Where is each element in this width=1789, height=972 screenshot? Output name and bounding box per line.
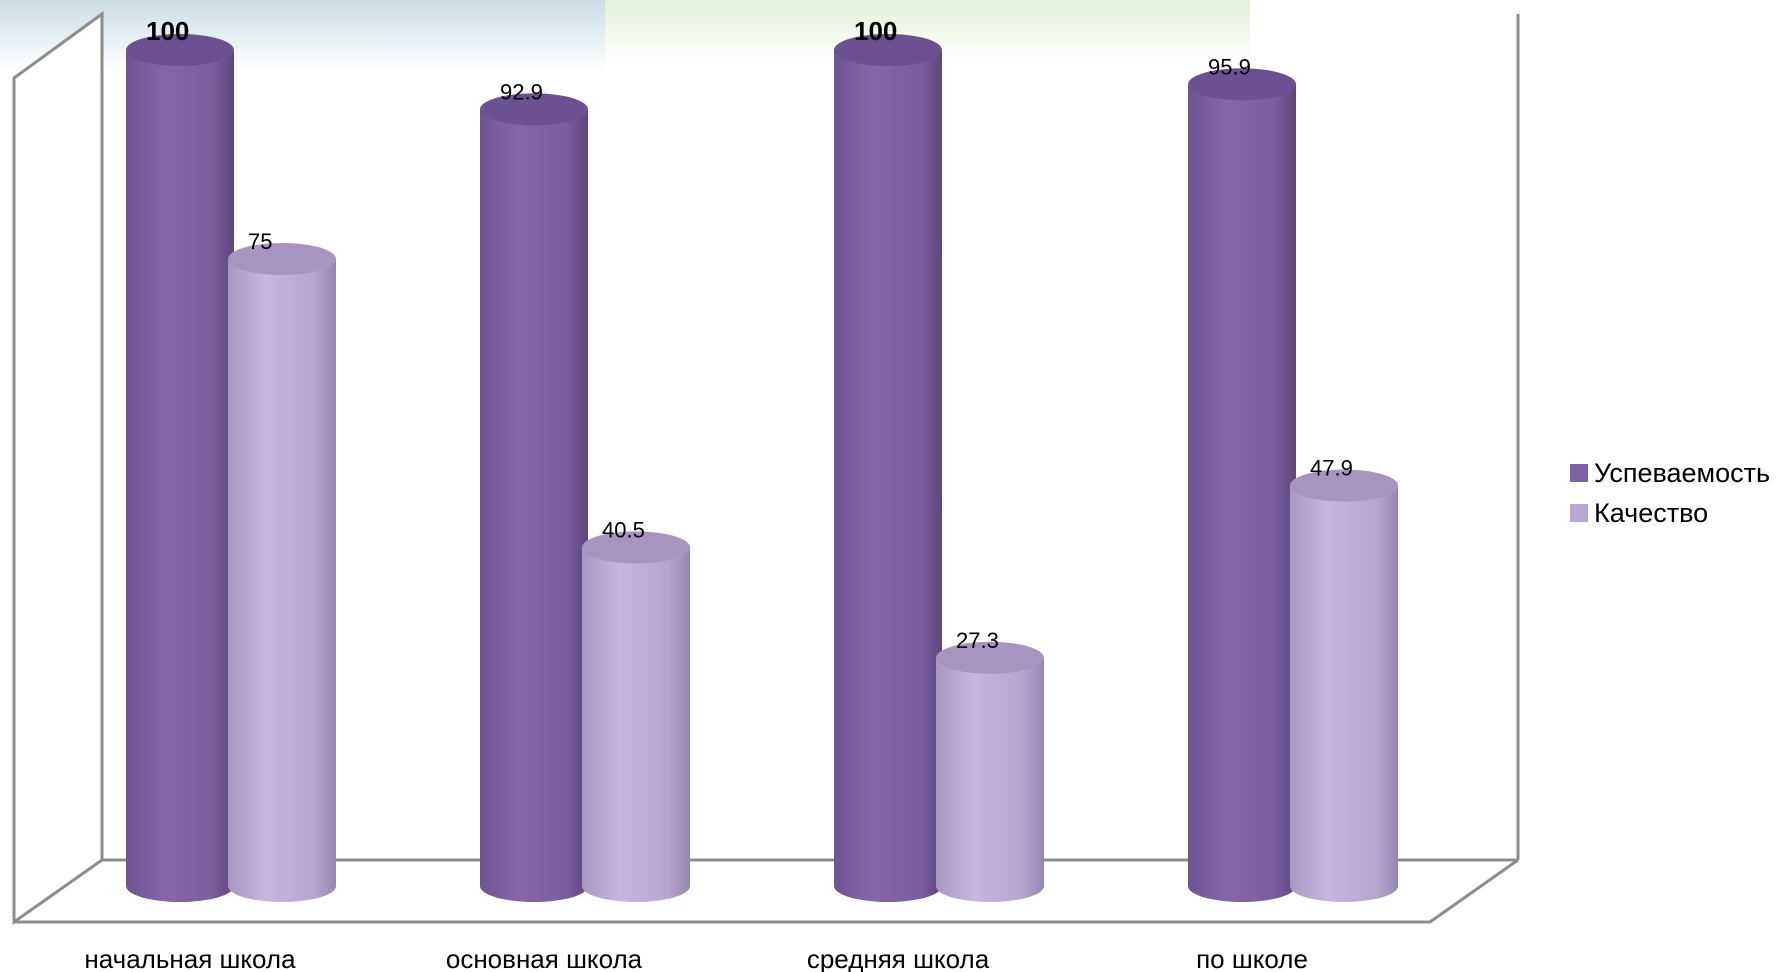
data-label: 100 [854, 16, 897, 46]
bar-top [1290, 469, 1398, 502]
bar-top [834, 34, 942, 66]
bar-body [582, 547, 690, 902]
bar-top [582, 531, 690, 564]
bar-body [126, 50, 234, 902]
bar-top [126, 34, 234, 66]
x-tick-label: начальная школа [84, 944, 296, 972]
floor-outline [14, 858, 1519, 924]
legend-label: Успеваемость [1594, 458, 1770, 488]
legend-swatch [1570, 504, 1588, 522]
x-axis: начальная школа основная школа средняя ш… [84, 944, 1307, 972]
bar-top [1188, 68, 1296, 101]
data-label: 100 [146, 16, 189, 46]
bar [834, 34, 942, 902]
data-label: 40.5 [602, 517, 645, 542]
bar-body [936, 657, 1044, 902]
bar-body [1290, 485, 1398, 902]
bar [480, 93, 588, 902]
legend: Успеваемость Качество [1570, 458, 1770, 528]
bar-body [480, 109, 588, 902]
bar [582, 531, 690, 902]
chart-frame [12, 11, 1520, 925]
bar-body [834, 50, 942, 902]
x-tick-label: основная школа [446, 944, 643, 972]
data-label: 92.9 [500, 79, 543, 104]
bar [228, 243, 336, 902]
data-label: 95.9 [1208, 54, 1251, 79]
bar-body [228, 259, 336, 902]
left-wall [12, 11, 104, 925]
plot-area: 100 75 92.9 40.5 100 27.3 95.9 47.9 [126, 16, 1398, 902]
bar [936, 641, 1044, 902]
bar [1290, 469, 1398, 902]
legend-label: Качество [1594, 498, 1708, 528]
x-tick-label: по школе [1196, 944, 1308, 972]
data-label: 27.3 [956, 628, 999, 653]
bar-body [1188, 84, 1296, 902]
data-label: 75 [248, 229, 272, 254]
bar-top [936, 641, 1044, 674]
bar-top [480, 93, 588, 126]
data-label: 47.9 [1310, 456, 1353, 481]
x-tick-label: средняя школа [807, 944, 990, 972]
bar [126, 34, 234, 902]
bar-top [228, 243, 336, 275]
bar [1188, 68, 1296, 902]
legend-swatch [1570, 464, 1588, 482]
